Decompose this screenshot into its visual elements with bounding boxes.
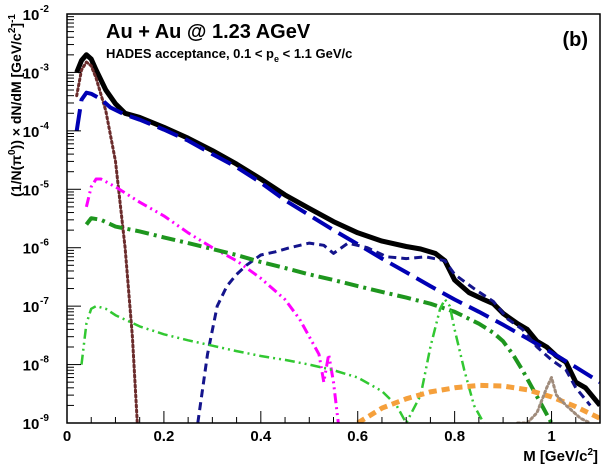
y-tick-label: 10 [23, 241, 40, 258]
chart-title: Au + Au @ 1.23 AGeV [106, 21, 311, 43]
subtitle-sub: e [274, 54, 279, 64]
y-tick-exponent: -8 [40, 355, 49, 366]
subtitle-prefix: HADES acceptance, 0.1 < p [106, 46, 274, 61]
x-axis-label-sup: 2 [587, 447, 593, 458]
x-axis-label-suffix: ] [593, 448, 598, 465]
series-line-9 [516, 376, 592, 423]
y-axis-label-part: )) × dN/dM [GeV/c [8, 33, 24, 150]
y-tick-label: 10 [23, 299, 40, 316]
y-tick-label: 10 [23, 124, 40, 141]
y-tick-exponent: -2 [40, 4, 49, 15]
panel-label: (b) [562, 29, 588, 51]
y-axis-label-part: π [8, 155, 24, 166]
series-line-5 [84, 177, 340, 423]
series-line-7 [80, 298, 485, 423]
y-axis-label: (1/N(π0)) × dN/dM [GeV/c2]-1 [7, 14, 24, 197]
y-axis-label-part: (1/N( [8, 165, 24, 196]
y-tick-label: 10 [23, 416, 40, 433]
series-line-4 [196, 241, 592, 423]
y-tick-exponent: -5 [40, 179, 49, 190]
x-tick-label: 0.8 [444, 428, 465, 445]
y-tick-exponent: -3 [40, 62, 49, 73]
x-tick-label: 0 [63, 428, 71, 445]
chart-subtitle: HADES acceptance, 0.1 < pe < 1.1 GeV/c [106, 46, 352, 64]
y-tick-exponent: -7 [40, 296, 49, 307]
y-axis-label-part: 2 [7, 27, 18, 33]
x-tick-label: 0.6 [347, 428, 368, 445]
series-line-3 [74, 90, 600, 384]
y-tick-label: 10 [23, 7, 40, 24]
y-axis-label-part: 0 [7, 149, 18, 155]
y-tick-exponent: -4 [40, 121, 49, 132]
series-line-6 [84, 216, 554, 423]
y-tick-exponent: -9 [40, 413, 49, 424]
y-tick-label: 10 [23, 358, 40, 375]
y-tick-label: 10 [23, 182, 40, 199]
x-tick-label: 0.2 [153, 428, 174, 445]
series-layer [74, 52, 600, 423]
y-tick-exponent: -6 [40, 238, 49, 249]
y-axis-label-part: ] [8, 23, 24, 28]
y-axis: 10-910-810-710-610-510-410-310-2 [23, 4, 81, 433]
x-axis: 0 0.2 0.4 0.6 0.8 1 [63, 411, 577, 445]
y-axis-label-part: -1 [7, 14, 18, 23]
x-tick-label: 0.4 [250, 428, 272, 445]
series-line-2 [75, 60, 139, 423]
series-line-1 [74, 52, 600, 407]
x-axis-label: M [GeV/c2] [523, 447, 598, 465]
y-tick-label: 10 [23, 65, 40, 82]
subtitle-suffix: < 1.1 GeV/c [279, 46, 352, 61]
x-axis-label-prefix: M [GeV/c [523, 448, 587, 465]
x-tick-label: 1 [547, 428, 555, 445]
plot-frame [66, 13, 601, 424]
